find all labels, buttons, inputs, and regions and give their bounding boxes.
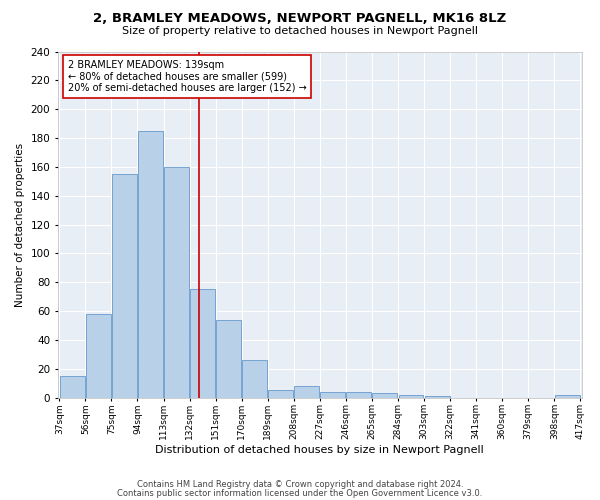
Bar xyxy=(373,393,397,398)
Y-axis label: Number of detached properties: Number of detached properties xyxy=(15,142,25,306)
Bar xyxy=(555,394,580,398)
Bar xyxy=(268,390,293,398)
X-axis label: Distribution of detached houses by size in Newport Pagnell: Distribution of detached houses by size … xyxy=(155,445,484,455)
Bar xyxy=(112,174,137,398)
Bar xyxy=(320,392,346,398)
Bar xyxy=(398,394,424,398)
Bar xyxy=(190,290,215,398)
Text: Size of property relative to detached houses in Newport Pagnell: Size of property relative to detached ho… xyxy=(122,26,478,36)
Bar xyxy=(216,320,241,398)
Text: 2, BRAMLEY MEADOWS, NEWPORT PAGNELL, MK16 8LZ: 2, BRAMLEY MEADOWS, NEWPORT PAGNELL, MK1… xyxy=(94,12,506,26)
Bar xyxy=(60,376,85,398)
Text: Contains HM Land Registry data © Crown copyright and database right 2024.: Contains HM Land Registry data © Crown c… xyxy=(137,480,463,489)
Bar xyxy=(242,360,267,398)
Bar xyxy=(295,386,319,398)
Text: Contains public sector information licensed under the Open Government Licence v3: Contains public sector information licen… xyxy=(118,488,482,498)
Bar xyxy=(138,131,163,398)
Bar xyxy=(164,167,189,398)
Text: 2 BRAMLEY MEADOWS: 139sqm
← 80% of detached houses are smaller (599)
20% of semi: 2 BRAMLEY MEADOWS: 139sqm ← 80% of detac… xyxy=(68,60,306,94)
Bar xyxy=(86,314,111,398)
Bar xyxy=(425,396,449,398)
Bar xyxy=(346,392,371,398)
